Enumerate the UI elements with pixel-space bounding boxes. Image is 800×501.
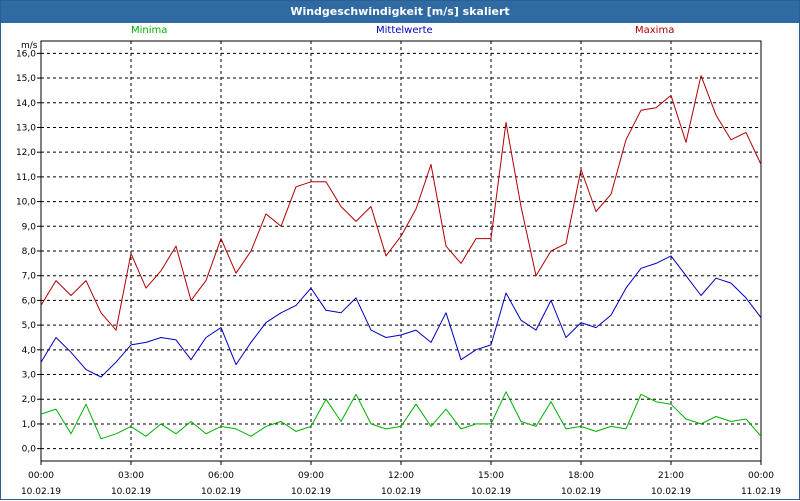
y-tick-label: 12,0 — [16, 148, 36, 158]
x-tick-time-label: 09:00 — [298, 471, 324, 481]
series-line-mittelwerte — [40, 255, 762, 378]
y-tick-label: 10,0 — [16, 198, 36, 208]
y-tick-label: 11,0 — [16, 173, 36, 183]
x-tick-date-label: 10.02.19 — [111, 487, 151, 497]
y-tick-label: 9,0 — [22, 222, 37, 232]
y-tick-label: 7,0 — [22, 272, 37, 282]
x-tick-time-label: 18:00 — [568, 471, 594, 481]
x-tick-time-label: 21:00 — [658, 471, 684, 481]
y-tick-label: 15,0 — [16, 74, 36, 84]
y-tick-label: 2,0 — [22, 395, 37, 405]
x-tick-date-label: 10.02.19 — [471, 487, 511, 497]
y-tick-label: 14,0 — [16, 99, 36, 109]
x-tick-time-label: 00:00 — [28, 471, 54, 481]
y-tick-label: 13,0 — [16, 123, 36, 133]
x-tick-date-label: 10.02.19 — [21, 487, 61, 497]
y-tick-label: 3,0 — [22, 371, 37, 381]
x-tick-date-label: 10.02.19 — [561, 487, 601, 497]
x-tick-time-label: 06:00 — [208, 471, 234, 481]
x-tick-time-label: 03:00 — [118, 471, 144, 481]
legend-mittelwerte: Mittelwerte — [376, 25, 433, 36]
y-tick-label: 8,0 — [22, 247, 37, 257]
y-tick-label: 1,0 — [22, 420, 37, 430]
legend-maxima: Maxima — [635, 25, 675, 36]
y-tick-label: 16,0 — [16, 49, 36, 59]
series-line-maxima — [40, 75, 762, 331]
y-tick-label: 0,0 — [22, 445, 37, 455]
y-tick-label: 4,0 — [22, 346, 37, 356]
series-line-minima — [40, 391, 762, 440]
x-tick-date-label: 10.02.19 — [201, 487, 241, 497]
y-tick-label: 6,0 — [22, 296, 37, 306]
x-tick-time-label: 15:00 — [478, 471, 504, 481]
y-tick-label: 5,0 — [22, 321, 37, 331]
x-tick-date-label: 10.02.19 — [651, 487, 691, 497]
x-tick-date-label: 11.02.19 — [741, 487, 781, 497]
plot-frame — [40, 40, 762, 462]
x-tick-time-label: 00:00 — [748, 471, 774, 481]
y-axis-unit: m/s — [21, 41, 38, 51]
x-tick-time-label: 12:00 — [388, 471, 414, 481]
legend-minima: Minima — [131, 25, 168, 36]
x-tick-date-label: 10.02.19 — [291, 487, 331, 497]
x-tick-date-label: 10.02.19 — [381, 487, 421, 497]
chart-title: Windgeschwindigkeit [m/s] skaliert — [1, 1, 799, 23]
